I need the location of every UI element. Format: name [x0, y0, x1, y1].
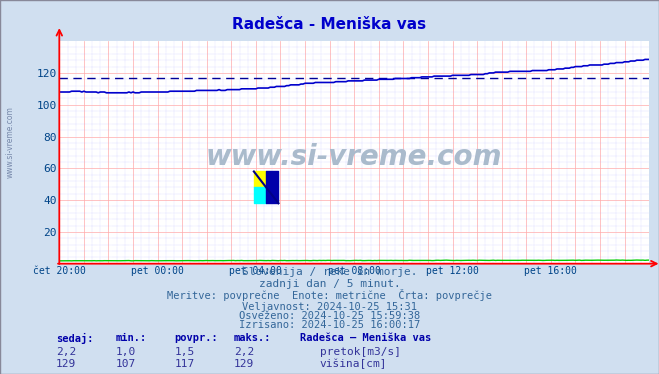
Text: www.si-vreme.com: www.si-vreme.com [5, 106, 14, 178]
Text: Slovenija / reke in morje.: Slovenija / reke in morje. [242, 267, 417, 277]
Text: 2,2: 2,2 [56, 347, 76, 356]
Text: 2,2: 2,2 [234, 347, 254, 356]
Text: pretok[m3/s]: pretok[m3/s] [320, 347, 401, 356]
Text: 1,0: 1,0 [115, 347, 136, 356]
Text: Izrisano: 2024-10-25 16:00:17: Izrisano: 2024-10-25 16:00:17 [239, 321, 420, 330]
Text: višina[cm]: višina[cm] [320, 358, 387, 369]
Text: Meritve: povprečne  Enote: metrične  Črta: povprečje: Meritve: povprečne Enote: metrične Črta:… [167, 289, 492, 301]
Text: 1,5: 1,5 [175, 347, 195, 356]
Text: 129: 129 [56, 359, 76, 368]
Text: sedaj:: sedaj: [56, 333, 94, 344]
Text: 129: 129 [234, 359, 254, 368]
Text: Veljavnost: 2024-10-25 15:31: Veljavnost: 2024-10-25 15:31 [242, 302, 417, 312]
Text: maks.:: maks.: [234, 334, 272, 343]
Text: Radešca - Meniška vas: Radešca - Meniška vas [233, 17, 426, 32]
Text: Osveženo: 2024-10-25 15:59:38: Osveženo: 2024-10-25 15:59:38 [239, 311, 420, 321]
Text: Radešca – Meniška vas: Radešca – Meniška vas [300, 334, 431, 343]
Text: povpr.:: povpr.: [175, 334, 218, 343]
Text: 107: 107 [115, 359, 136, 368]
Text: 117: 117 [175, 359, 195, 368]
Text: zadnji dan / 5 minut.: zadnji dan / 5 minut. [258, 279, 401, 289]
Text: min.:: min.: [115, 334, 146, 343]
Text: www.si-vreme.com: www.si-vreme.com [206, 143, 502, 171]
